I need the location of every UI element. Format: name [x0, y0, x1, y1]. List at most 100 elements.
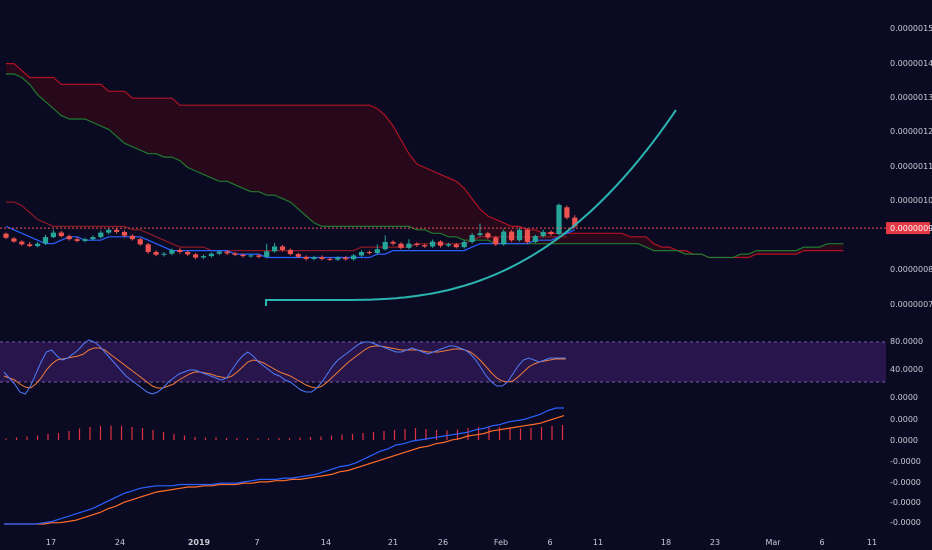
- candle: [351, 254, 357, 261]
- candle-body: [327, 258, 333, 260]
- candle: [540, 229, 546, 238]
- candle-body: [74, 239, 80, 241]
- candle: [272, 242, 278, 253]
- time-label: 11: [867, 538, 877, 547]
- macd-label: -0.0000: [890, 518, 921, 527]
- candle-body: [461, 241, 467, 248]
- candle-body: [540, 231, 546, 237]
- candle: [319, 255, 325, 261]
- candle-body: [445, 244, 451, 246]
- candle: [327, 257, 333, 261]
- candle-body: [572, 217, 578, 227]
- macd-label: 0.0000: [890, 436, 918, 445]
- candle: [232, 251, 238, 257]
- candle-body: [524, 229, 530, 242]
- candle: [556, 203, 562, 236]
- candle-body: [532, 236, 538, 242]
- candle: [453, 242, 459, 249]
- candle: [469, 232, 475, 244]
- candle-body: [58, 232, 64, 237]
- time-axis[interactable]: 17 24 2019 7 14 21 26 Feb 6 11 18 23 Mar…: [46, 538, 877, 547]
- candle-body: [501, 231, 507, 245]
- macd-signal-line: [4, 415, 565, 525]
- candle-body: [50, 232, 56, 238]
- macd-pane[interactable]: [4, 407, 565, 525]
- macd-axis[interactable]: 0.0000 0.0000 0.0000 -0.0000 -0.0000 -0.…: [890, 393, 921, 527]
- time-label: 6: [547, 538, 552, 547]
- candle-body: [153, 251, 159, 255]
- candle: [287, 248, 293, 256]
- current-price-label: 0.00000090: [890, 224, 932, 233]
- macd-label: -0.0000: [890, 457, 921, 466]
- candle: [422, 243, 428, 248]
- candle: [303, 255, 309, 261]
- candle-body: [129, 235, 135, 240]
- candle-body: [106, 229, 112, 233]
- candle-body: [216, 251, 222, 254]
- candle-body: [453, 244, 459, 248]
- candle: [382, 235, 388, 251]
- candle-body: [319, 257, 325, 259]
- candle: [145, 242, 151, 254]
- candle-body: [232, 253, 238, 255]
- candle-body: [556, 204, 562, 234]
- time-label: 11: [593, 538, 603, 547]
- candle-body: [19, 241, 25, 245]
- candle: [524, 228, 530, 244]
- candle-body: [406, 243, 412, 248]
- macd-label: -0.0000: [890, 478, 921, 487]
- candle: [485, 231, 491, 240]
- candle-body: [264, 251, 270, 257]
- candle: [390, 240, 396, 246]
- candle: [90, 235, 96, 241]
- candle-body: [430, 241, 436, 247]
- candle: [564, 205, 570, 220]
- rsi-pane[interactable]: [0, 339, 886, 395]
- candle-body: [208, 253, 214, 257]
- candle-body: [382, 241, 388, 250]
- candle: [532, 234, 538, 244]
- candle: [279, 245, 286, 252]
- candle: [129, 234, 135, 241]
- candle: [493, 236, 499, 247]
- candle: [98, 230, 104, 239]
- time-label: 21: [388, 538, 398, 547]
- candle: [177, 248, 183, 254]
- candle-body: [469, 235, 475, 242]
- candle: [311, 255, 317, 261]
- rsi-axis[interactable]: 80.0000 40.0000: [890, 337, 923, 374]
- candle-body: [485, 233, 491, 238]
- candle-body: [256, 255, 262, 257]
- candle-body: [437, 241, 444, 246]
- candle: [74, 237, 80, 243]
- candle-body: [414, 243, 420, 246]
- candle-body: [90, 237, 96, 240]
- candle-body: [42, 237, 49, 244]
- candle: [335, 256, 341, 261]
- candle-body: [114, 229, 120, 232]
- candle-body: [374, 249, 380, 254]
- candle: [106, 227, 112, 235]
- candle-body: [82, 239, 88, 241]
- price-pane[interactable]: [0, 63, 886, 306]
- time-label: 23: [710, 538, 720, 547]
- candle: [406, 239, 412, 250]
- candle: [137, 237, 143, 246]
- candle: [19, 240, 25, 246]
- parabolic-curve-drawing[interactable]: [265, 109, 677, 306]
- candle-body: [564, 207, 570, 218]
- time-label: Mar: [765, 538, 781, 547]
- candle-body: [35, 243, 41, 247]
- candle-body: [3, 233, 9, 238]
- candle: [461, 240, 467, 249]
- candle: [248, 254, 254, 258]
